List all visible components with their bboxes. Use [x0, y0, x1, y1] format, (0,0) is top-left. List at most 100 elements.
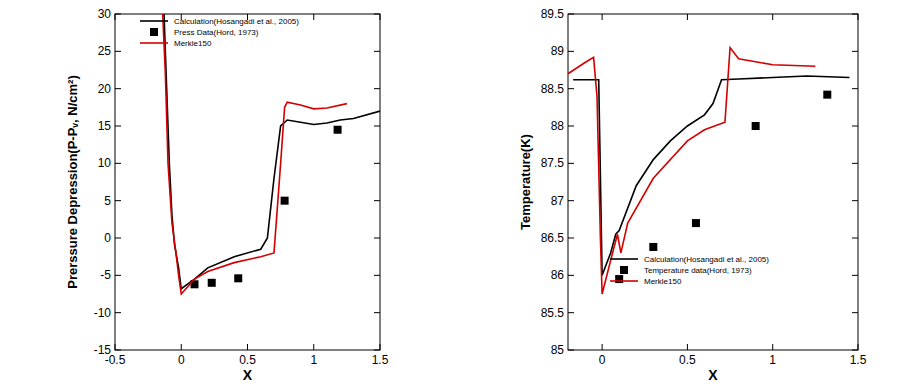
y-tick	[374, 200, 380, 201]
data-line	[568, 48, 815, 294]
x-tick	[858, 14, 859, 20]
x-tick	[772, 14, 773, 20]
x-tick-label: 1.5	[850, 353, 867, 367]
y-tick-label: 30	[98, 7, 112, 21]
legend-label: Merkle150	[644, 277, 682, 286]
y-tick	[568, 350, 574, 351]
y-tick-label: 10	[98, 156, 112, 170]
x-tick	[115, 344, 116, 350]
legend-symbol	[150, 28, 158, 36]
x-tick-label: 1	[769, 353, 776, 367]
data-point	[281, 197, 289, 205]
x-tick	[313, 344, 314, 350]
y-tick-label: 15	[98, 119, 112, 133]
y-tick	[115, 312, 121, 313]
y-tick	[568, 126, 574, 127]
data-point	[234, 274, 242, 282]
y-tick	[374, 126, 380, 127]
x-tick	[602, 14, 603, 20]
y-tick	[374, 14, 380, 15]
y-tick	[374, 238, 380, 239]
y-tick	[374, 312, 380, 313]
data-point	[615, 275, 623, 283]
y-tick	[852, 350, 858, 351]
data-point	[649, 243, 657, 251]
x-tick	[380, 344, 381, 350]
x-tick-label: 1	[310, 353, 317, 367]
y-tick-label: 89.5	[541, 7, 565, 21]
plot-frame	[115, 14, 380, 350]
x-tick-label: 1.5	[372, 353, 389, 367]
data-point	[692, 219, 700, 227]
data-line	[164, 14, 380, 289]
y-tick	[852, 275, 858, 276]
x-tick	[247, 344, 248, 350]
y-tick	[852, 200, 858, 201]
x-tick	[858, 344, 859, 350]
x-tick-label: 0	[599, 353, 606, 367]
y-tick	[568, 14, 574, 15]
legend-label: Temperature data(Hord, 1973)	[644, 266, 752, 275]
chart: 00.511.58585.58686.58787.58888.58989.5XT…	[518, 7, 867, 383]
legend: Calculation(Hosangadi et al., 2005) Tempe…	[610, 255, 769, 286]
y-tick	[115, 163, 121, 164]
plot-area	[568, 48, 849, 294]
x-axis-label: X	[243, 367, 253, 383]
legend-symbol	[140, 20, 168, 22]
y-tick-label: 89	[551, 44, 565, 58]
y-tick	[374, 88, 380, 89]
y-tick	[852, 163, 858, 164]
x-tick-label: 0.5	[679, 353, 696, 367]
x-tick	[115, 14, 116, 20]
y-tick-label: -10	[94, 306, 112, 320]
data-point	[208, 279, 216, 287]
y-axis-label: Temperature(K)	[518, 134, 533, 230]
x-tick	[380, 14, 381, 20]
y-tick	[374, 350, 380, 351]
y-tick	[374, 275, 380, 276]
legend-label: Press Data(Hord, 1973)	[174, 28, 259, 37]
x-tick	[772, 344, 773, 350]
data-point	[334, 126, 342, 134]
legend-label: Calculation(Hosangadi et al., 2005)	[644, 255, 769, 264]
y-tick-label: 88.5	[541, 82, 565, 96]
y-tick	[852, 14, 858, 15]
y-tick-label: 85.5	[541, 306, 565, 320]
y-tick	[852, 88, 858, 89]
x-tick	[313, 14, 314, 20]
x-tick	[687, 14, 688, 20]
y-tick-label: -5	[100, 268, 111, 282]
y-tick-label: 0	[104, 231, 111, 245]
y-tick	[115, 200, 121, 201]
legend-symbol	[610, 258, 638, 260]
y-axis-label: Prerssure Depression(P-Pᵥ, N/cm²)	[65, 75, 80, 289]
y-tick	[115, 126, 121, 127]
y-tick	[568, 163, 574, 164]
y-tick	[568, 238, 574, 239]
chart: -0.500.511.5-15-10-5051015202530XPrerssu…	[65, 7, 389, 383]
legend-symbol	[620, 266, 628, 274]
x-tick	[687, 344, 688, 350]
legend-label: Merkle150	[174, 39, 212, 48]
y-tick-label: 87	[551, 194, 565, 208]
y-tick-label: 25	[98, 44, 112, 58]
data-line	[163, 14, 347, 294]
y-tick	[115, 350, 121, 351]
y-tick-label: 86.5	[541, 231, 565, 245]
legend-label: Calculation(Hosangadi et al., 2005)	[174, 17, 299, 26]
x-tick	[602, 344, 603, 350]
plot-area	[163, 14, 380, 294]
x-axis-label: X	[708, 367, 718, 383]
y-tick	[115, 14, 121, 15]
y-tick	[852, 126, 858, 127]
figure: -0.500.511.5-15-10-5051015202530XPrerssu…	[0, 0, 899, 388]
y-tick-label: 86	[551, 268, 565, 282]
y-tick	[568, 200, 574, 201]
legend-symbol	[140, 42, 168, 44]
y-tick-label: 87.5	[541, 156, 565, 170]
y-tick	[568, 312, 574, 313]
y-tick	[115, 88, 121, 89]
x-tick-label: 0	[178, 353, 185, 367]
plot-frame	[568, 14, 858, 350]
y-tick	[568, 275, 574, 276]
